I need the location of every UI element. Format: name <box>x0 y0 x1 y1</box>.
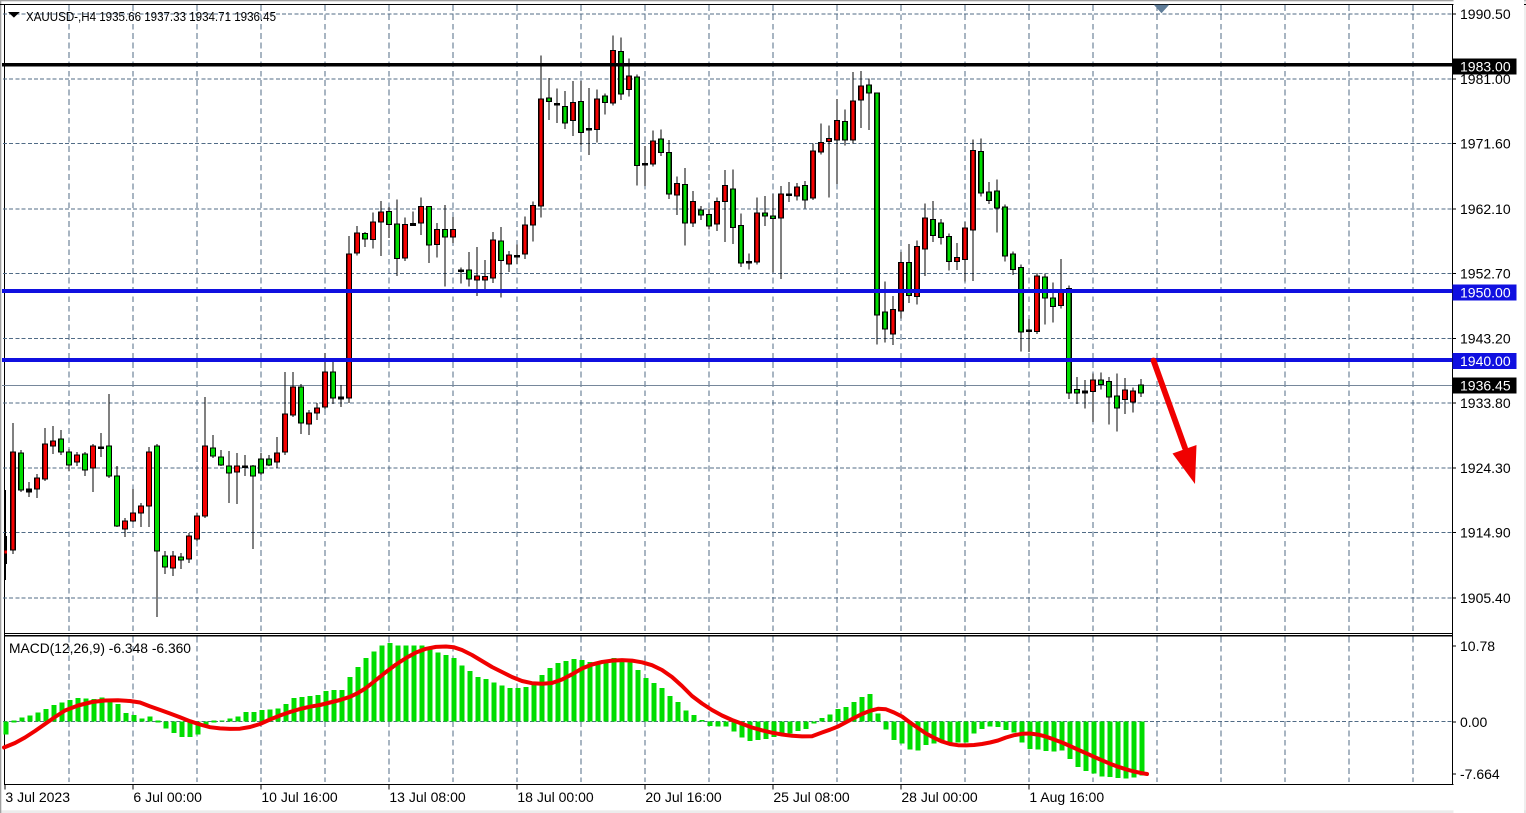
svg-text:18 Jul 00:00: 18 Jul 00:00 <box>517 789 593 805</box>
svg-text:20 Jul 16:00: 20 Jul 16:00 <box>645 789 721 805</box>
svg-text:10.78: 10.78 <box>1460 638 1495 654</box>
svg-text:1983.00: 1983.00 <box>1460 59 1511 75</box>
svg-text:6 Jul 00:00: 6 Jul 00:00 <box>133 789 202 805</box>
svg-text:1943.20: 1943.20 <box>1460 331 1511 347</box>
svg-text:MACD(12,26,9) -6.348 -6.360: MACD(12,26,9) -6.348 -6.360 <box>9 640 191 656</box>
svg-text:1924.30: 1924.30 <box>1460 460 1511 476</box>
svg-text:1971.60: 1971.60 <box>1460 136 1511 152</box>
svg-text:1981.00: 1981.00 <box>1460 71 1511 87</box>
svg-text:10 Jul 16:00: 10 Jul 16:00 <box>261 789 337 805</box>
svg-text:1933.80: 1933.80 <box>1460 395 1511 411</box>
svg-text:0.00: 0.00 <box>1460 714 1487 730</box>
svg-text:1 Aug 16:00: 1 Aug 16:00 <box>1029 789 1104 805</box>
svg-text:1950.00: 1950.00 <box>1460 285 1511 301</box>
svg-text:1905.40: 1905.40 <box>1460 590 1511 606</box>
svg-text:28 Jul 00:00: 28 Jul 00:00 <box>901 789 977 805</box>
svg-text:1990.50: 1990.50 <box>1460 6 1511 22</box>
svg-text:13 Jul 08:00: 13 Jul 08:00 <box>389 789 465 805</box>
svg-text:1936.45: 1936.45 <box>1460 378 1511 394</box>
svg-text:1962.10: 1962.10 <box>1460 201 1511 217</box>
svg-text:1914.90: 1914.90 <box>1460 525 1511 541</box>
svg-text:1940.00: 1940.00 <box>1460 353 1511 369</box>
svg-text:1952.70: 1952.70 <box>1460 265 1511 281</box>
svg-text:-7.664: -7.664 <box>1460 766 1500 782</box>
svg-text:XAUUSD-,H4 1935.66 1937.33 19: XAUUSD-,H4 1935.66 1937.33 1934.71 1936.… <box>26 9 276 24</box>
svg-text:25 Jul 08:00: 25 Jul 08:00 <box>773 789 849 805</box>
svg-text:3 Jul 2023: 3 Jul 2023 <box>5 789 70 805</box>
